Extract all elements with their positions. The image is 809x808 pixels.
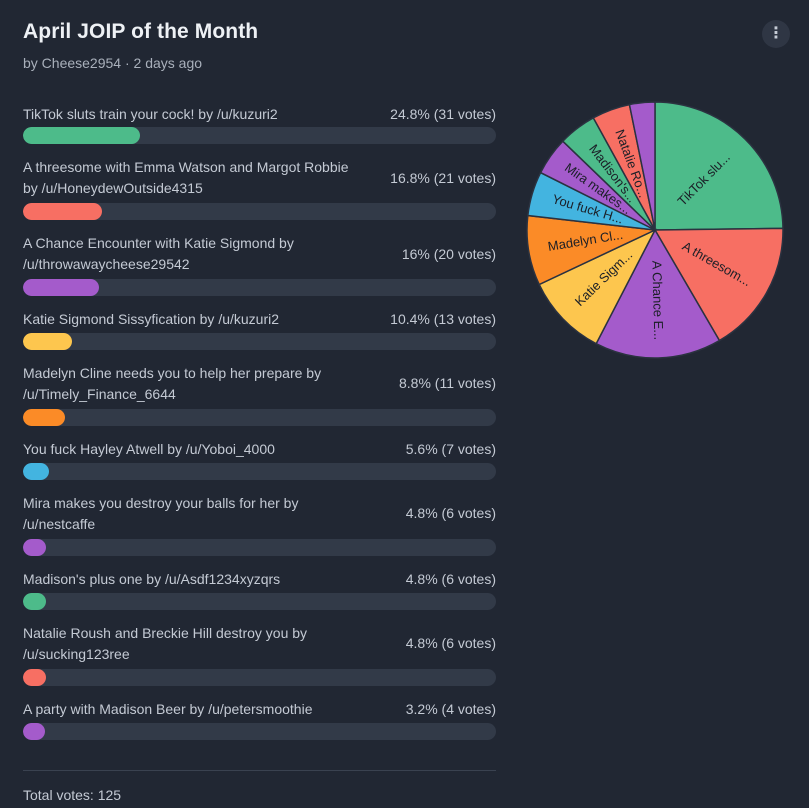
option-result: 5.6% (7 votes) [405,441,496,457]
more-options-button[interactable]: ⋮ [762,20,790,48]
option-bar-fill [23,539,46,556]
option-label: Madelyn Cline needs you to help her prep… [23,365,322,402]
option-bar-track [23,669,496,686]
results-pie-chart: TikTok slu...A threesom...A Chance E...K… [526,101,784,359]
poll-byline: by Cheese2954 · 2 days ago [23,55,203,71]
pie-slice[interactable] [595,228,721,359]
option-result: 4.8% (6 votes) [405,635,496,651]
option-result: 16% (20 votes) [401,246,496,262]
poll-options: TikTok sluts train your cock! by /u/kuzu… [23,106,496,740]
pie-slice[interactable] [653,227,784,342]
footer-divider [23,770,496,771]
option-result: 4.8% (6 votes) [405,505,496,521]
option-bar-track [23,127,496,144]
option-bar-fill [23,279,99,296]
option-bar-fill [23,409,65,426]
option-bar-fill [23,669,46,686]
option-label: You fuck Hayley Atwell by /u/Yoboi_4000 [23,441,275,457]
pie-slice[interactable] [538,228,657,345]
option-bar-track [23,333,496,350]
option-bar-fill [23,723,45,740]
more-vertical-icon: ⋮ [768,25,784,42]
option-label: TikTok sluts train your cock! by /u/kuzu… [23,106,278,122]
option-bar-track [23,593,496,610]
poll-title: April JOIP of the Month [23,20,259,43]
option-bar-track [23,723,496,740]
total-votes: Total votes: 125 [23,787,122,803]
option-result: 24.8% (31 votes) [390,106,496,122]
option-result: 8.8% (11 votes) [398,375,496,391]
option-bar-track [23,409,496,426]
option-label: A party with Madison Beer by /u/petersmo… [23,701,313,717]
option-bar-fill [23,333,73,350]
option-label: A Chance Encounter with Katie Sigmond by… [23,235,294,272]
option-label: Madison's plus one by /u/Asdf1234xyzqrs [23,571,281,587]
pie-slice[interactable] [628,101,656,231]
option-bar-fill [23,127,141,144]
option-label: A threesome with Emma Watson and Margot … [23,159,349,196]
option-result: 4.8% (6 votes) [405,571,496,587]
option-bar-fill [23,203,103,220]
option-result: 10.4% (13 votes) [390,311,496,327]
option-bar-track [23,463,496,480]
option-bar-track [23,279,496,296]
pie-slice[interactable] [654,101,784,231]
option-result: 3.2% (4 votes) [405,701,496,717]
option-label: Natalie Roush and Breckie Hill destroy y… [23,625,308,662]
pie-slice-label: A Chance E... [649,260,666,340]
option-label: Katie Sigmond Sissyfication by /u/kuzuri… [23,311,280,327]
option-bar-track [23,539,496,556]
option-result: 16.8% (21 votes) [390,170,496,186]
option-bar-track [23,203,496,220]
option-bar-fill [23,593,46,610]
option-label: Mira makes you destroy your balls for he… [23,495,299,532]
option-bar-fill [23,463,50,480]
